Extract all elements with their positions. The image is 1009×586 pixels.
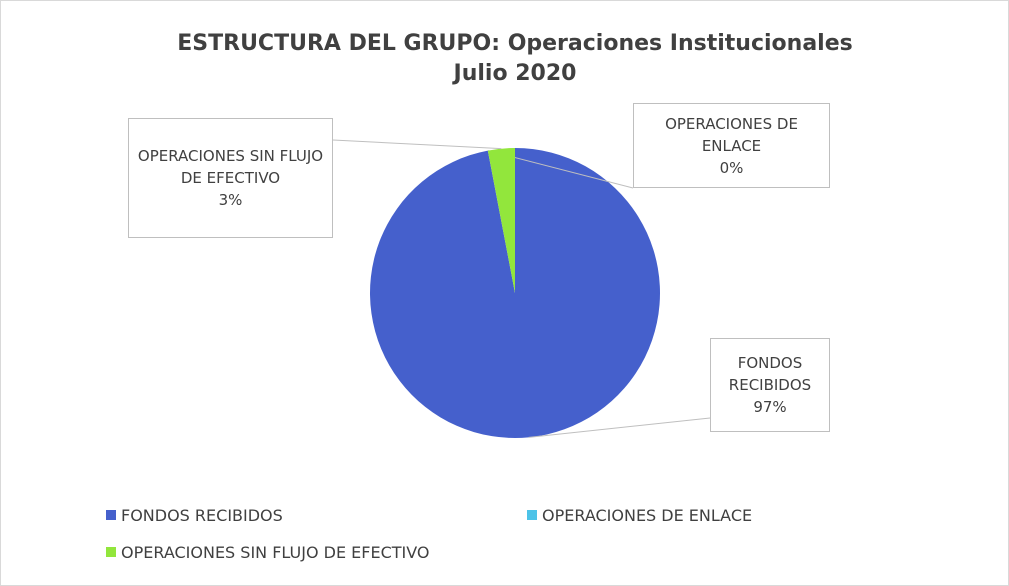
chart-title: ESTRUCTURA DEL GRUPO: Operaciones Instit… xyxy=(177,31,852,56)
callout-name: OPERACIONES SIN FLUJO DE EFECTIVO xyxy=(137,147,324,187)
data-callout: OPERACIONES SIN FLUJO DE EFECTIVO 3% xyxy=(128,118,333,238)
data-label: 3% xyxy=(218,191,243,209)
leader-line xyxy=(332,139,502,150)
data-callout: OPERACIONES DE ENLACE 0% xyxy=(633,103,830,188)
legend-item: OPERACIONES SIN FLUJO DE EFECTIVO xyxy=(106,541,430,563)
legend-label: OPERACIONES DE ENLACE xyxy=(542,505,753,525)
data-callout: FONDOS RECIBIDOS 97% xyxy=(710,338,830,432)
pie-slice xyxy=(487,148,515,293)
legend-label: OPERACIONES SIN FLUJO DE EFECTIVO xyxy=(121,542,430,562)
callout-name: FONDOS RECIBIDOS xyxy=(728,354,812,394)
legend-label: FONDOS RECIBIDOS xyxy=(121,505,283,525)
legend-item: OPERACIONES DE ENLACE xyxy=(527,504,752,526)
chart-subtitle: Julio 2020 xyxy=(452,61,577,86)
legend-swatch xyxy=(106,510,116,520)
legend-item: FONDOS RECIBIDOS xyxy=(106,504,283,526)
callout-name: OPERACIONES DE ENLACE xyxy=(665,114,798,155)
leader-line xyxy=(528,417,711,438)
data-label: 0% xyxy=(719,158,744,177)
legend-swatch xyxy=(527,510,537,520)
data-label: 97% xyxy=(753,398,787,416)
legend-swatch xyxy=(106,547,116,557)
